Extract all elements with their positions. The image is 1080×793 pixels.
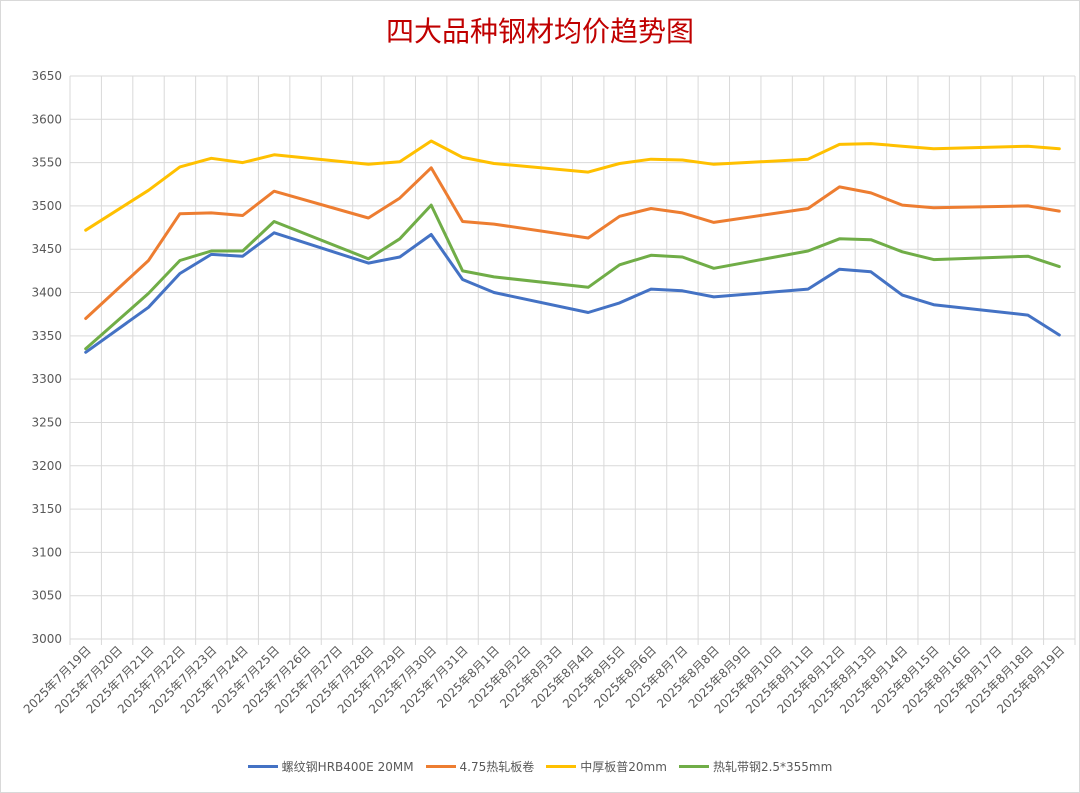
y-tick-label: 3350	[31, 329, 62, 343]
y-tick-label: 3250	[31, 415, 62, 429]
y-tick-label: 3300	[31, 372, 62, 386]
y-tick-label: 3450	[31, 242, 62, 256]
series-line	[84, 139, 1061, 232]
chart-title: 四大品种钢材均价趋势图	[385, 15, 694, 48]
legend-label: 4.75热轧板卷	[459, 760, 535, 774]
legend-label: 热轧带钢2.5*355mm	[712, 760, 833, 774]
legend-swatch	[678, 765, 709, 768]
y-tick-label: 3050	[31, 589, 62, 603]
legend-swatch	[546, 765, 577, 768]
y-tick-label: 3000	[31, 632, 62, 646]
series-line	[84, 203, 1061, 351]
y-tick-label: 3600	[31, 112, 62, 126]
series-line	[84, 231, 1061, 354]
y-tick-label: 3200	[31, 459, 62, 473]
y-tick-label: 3500	[31, 199, 62, 213]
y-tick-label: 3550	[31, 156, 62, 170]
y-tick-label: 3400	[31, 286, 62, 300]
legend-swatch	[425, 765, 456, 768]
chart-legend: 螺纹钢HRB400E 20MM 4.75热轧板卷 中厚板普20mm 热轧带钢2.5*3…	[0, 758, 1080, 775]
legend-item: 螺纹钢HRB400E 20MM	[247, 758, 414, 775]
y-tick-label: 3150	[31, 502, 62, 516]
y-tick-label: 3100	[31, 545, 62, 559]
legend-item: 中厚板普20mm	[546, 758, 667, 775]
series-line	[84, 166, 1061, 320]
legend-swatch	[247, 765, 278, 768]
legend-item: 4.75热轧板卷	[425, 758, 535, 775]
y-tick-label: 3650	[31, 69, 62, 83]
legend-item: 热轧带钢2.5*355mm	[678, 758, 833, 775]
legend-label: 螺纹钢HRB400E 20MM	[281, 760, 414, 774]
legend-label: 中厚板普20mm	[580, 760, 667, 774]
